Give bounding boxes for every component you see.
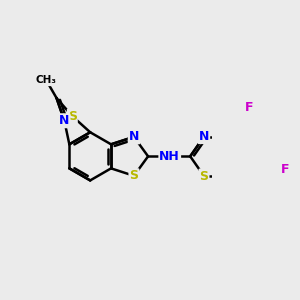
Text: NH: NH — [159, 150, 180, 163]
Text: F: F — [280, 163, 289, 176]
Text: F: F — [245, 101, 253, 114]
Text: S: S — [129, 169, 138, 182]
Text: N: N — [59, 114, 70, 127]
Text: S: S — [68, 110, 77, 123]
Text: N: N — [199, 130, 209, 143]
Text: N: N — [129, 130, 139, 143]
Text: CH₃: CH₃ — [36, 75, 57, 85]
Text: S: S — [200, 169, 208, 183]
